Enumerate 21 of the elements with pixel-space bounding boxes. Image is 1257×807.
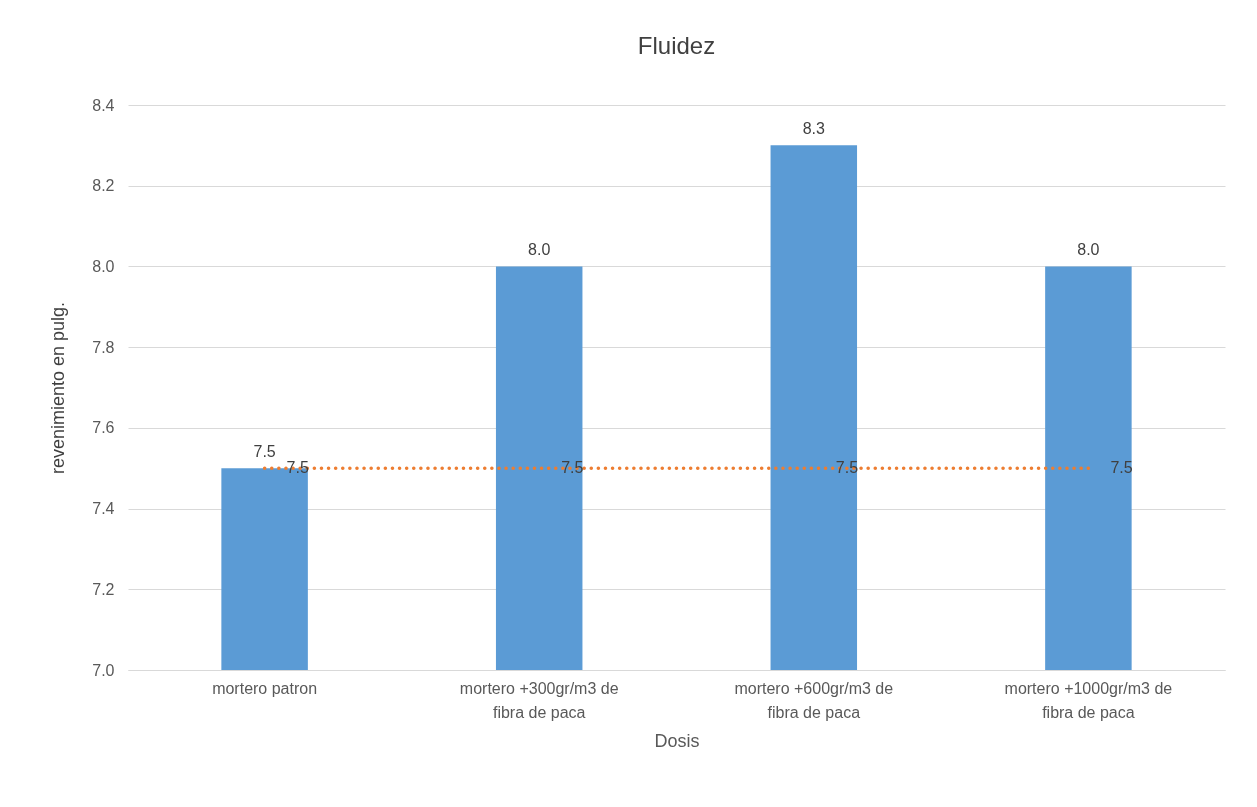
- data-label: 7.5: [1110, 459, 1133, 477]
- y-tick-label: 8.2: [92, 177, 115, 195]
- data-label: 7.5: [253, 443, 276, 461]
- y-tick-label: 8.0: [92, 257, 115, 275]
- x-tick-label: mortero patron: [212, 679, 318, 697]
- y-tick-label: 7.2: [92, 580, 115, 598]
- data-label: 7.5: [286, 459, 309, 477]
- data-label: 8.0: [1077, 241, 1100, 259]
- chart-title: Fluidez: [637, 32, 716, 59]
- y-tick-label: 7.8: [92, 338, 115, 356]
- y-tick-label: 7.0: [92, 661, 115, 679]
- y-tick-label: 7.6: [92, 419, 115, 437]
- x-tick-label: mortero +300gr/m3 de fibra de paca: [459, 679, 619, 721]
- y-tick-label: 7.4: [92, 500, 115, 518]
- x-tick-label: mortero +600gr/m3 de fibra de paca: [734, 679, 894, 721]
- y-axis-title: revenimiento en pulg.: [48, 301, 69, 475]
- data-label: 8.3: [802, 120, 826, 138]
- x-axis-title: Dosis: [654, 730, 700, 751]
- x-tick-label: mortero +1000gr/m3 de fibra de paca: [1004, 679, 1173, 721]
- data-label: 8.0: [528, 241, 551, 259]
- y-tick-label: 8.4: [92, 96, 115, 114]
